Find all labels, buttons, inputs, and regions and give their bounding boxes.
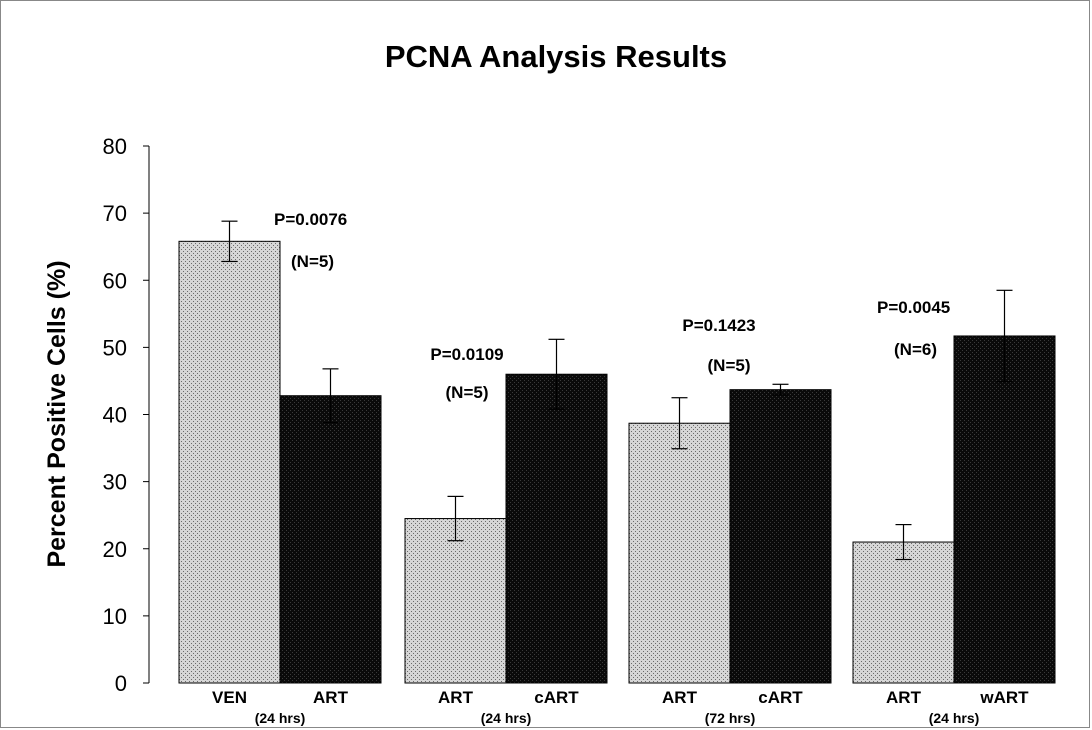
y-tick-label: 40 <box>103 403 127 428</box>
group-duration-label: (24 hrs) <box>929 710 980 726</box>
y-tick-label: 60 <box>103 268 127 293</box>
bars-layer <box>178 220 1056 684</box>
bar-ven <box>178 240 281 684</box>
bar-art <box>279 395 382 684</box>
category-label: ART <box>438 688 474 707</box>
p-value-annotation: P=0.1423 <box>682 316 755 335</box>
sample-size-annotation: (N=5) <box>446 383 489 402</box>
y-tick-label: 50 <box>103 335 127 360</box>
group-duration-label: (72 hrs) <box>705 710 756 726</box>
group-duration-label: (24 hrs) <box>255 710 306 726</box>
p-value-annotation: P=0.0045 <box>877 298 950 317</box>
sample-size-annotation: (N=5) <box>708 356 751 375</box>
bar-art <box>628 422 731 684</box>
category-label: ART <box>662 688 698 707</box>
bar-art <box>852 541 955 684</box>
y-tick-label: 20 <box>103 537 127 562</box>
y-tick-label: 80 <box>103 134 127 159</box>
y-tick-label: 70 <box>103 201 127 226</box>
y-tick-label: 0 <box>115 671 127 696</box>
category-label: cART <box>534 688 579 707</box>
sample-size-annotation: (N=6) <box>894 340 937 359</box>
category-label: ART <box>886 688 922 707</box>
category-label: VEN <box>212 688 247 707</box>
p-value-annotation: P=0.0109 <box>430 345 503 364</box>
annotations-layer: P=0.0076 (N=5) P=0.0109 (N=5) P=0.1423 (N=5) P… <box>274 210 950 402</box>
y-tick-label: 30 <box>103 470 127 495</box>
y-axis: 0 10 20 30 40 50 60 70 80 <box>103 134 150 696</box>
category-label: ART <box>313 688 349 707</box>
category-label: wART <box>979 688 1029 707</box>
sample-size-annotation: (N=5) <box>291 252 334 271</box>
group-duration-label: (24 hrs) <box>481 710 532 726</box>
bar-art <box>404 518 507 684</box>
chart-title: PCNA Analysis Results <box>385 39 727 74</box>
bar-wart <box>953 335 1056 684</box>
bar-cart <box>729 389 832 684</box>
bar-cart <box>505 373 608 684</box>
category-labels-layer: VEN ART(24 hrs)ART cART(24 hrs)ART cART(72 … <box>212 688 1029 726</box>
y-axis-label: Percent Positive Cells (%) <box>43 260 71 567</box>
y-tick-label: 10 <box>103 604 127 629</box>
p-value-annotation: P=0.0076 <box>274 210 347 229</box>
category-label: cART <box>758 688 803 707</box>
